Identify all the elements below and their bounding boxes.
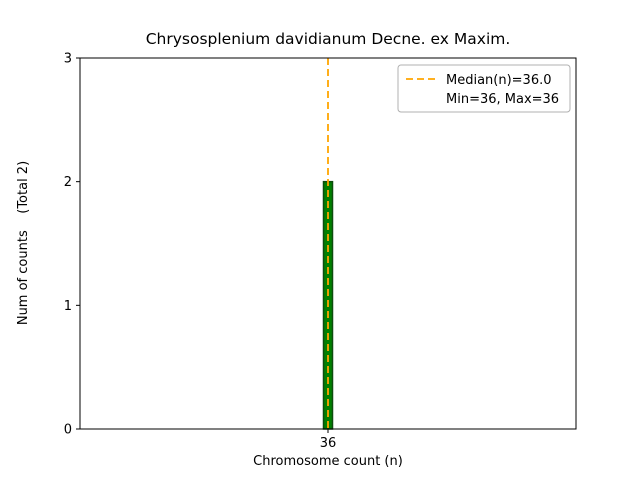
legend: Median(n)=36.0 Min=36, Max=36 xyxy=(397,64,571,113)
x-axis-label: Chromosome count (n) xyxy=(253,454,403,469)
y-tick-label: 3 xyxy=(64,52,72,67)
y-tick-label: 2 xyxy=(64,175,72,190)
y-axis-ticks: 0 1 2 3 xyxy=(64,52,80,438)
axes-frame xyxy=(79,57,577,430)
chart-title: Chrysosplenium davidianum Decne. ex Maxi… xyxy=(146,30,511,48)
legend-entry-median: Median(n)=36.0 xyxy=(446,73,552,88)
x-tick-label: 36 xyxy=(320,436,337,451)
legend-entry-minmax: Min=36, Max=36 xyxy=(446,92,559,107)
legend-box xyxy=(397,64,571,113)
y-axis-label: Num of counts (Total 2) xyxy=(16,161,31,325)
y-tick-label: 0 xyxy=(64,423,72,438)
y-tick-label: 1 xyxy=(64,299,72,314)
x-axis-ticks: 36 xyxy=(320,429,337,451)
